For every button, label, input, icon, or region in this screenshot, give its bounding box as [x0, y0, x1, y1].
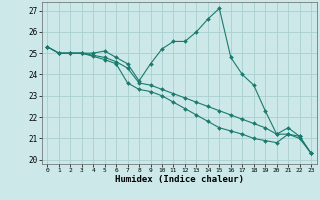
X-axis label: Humidex (Indice chaleur): Humidex (Indice chaleur) — [115, 175, 244, 184]
